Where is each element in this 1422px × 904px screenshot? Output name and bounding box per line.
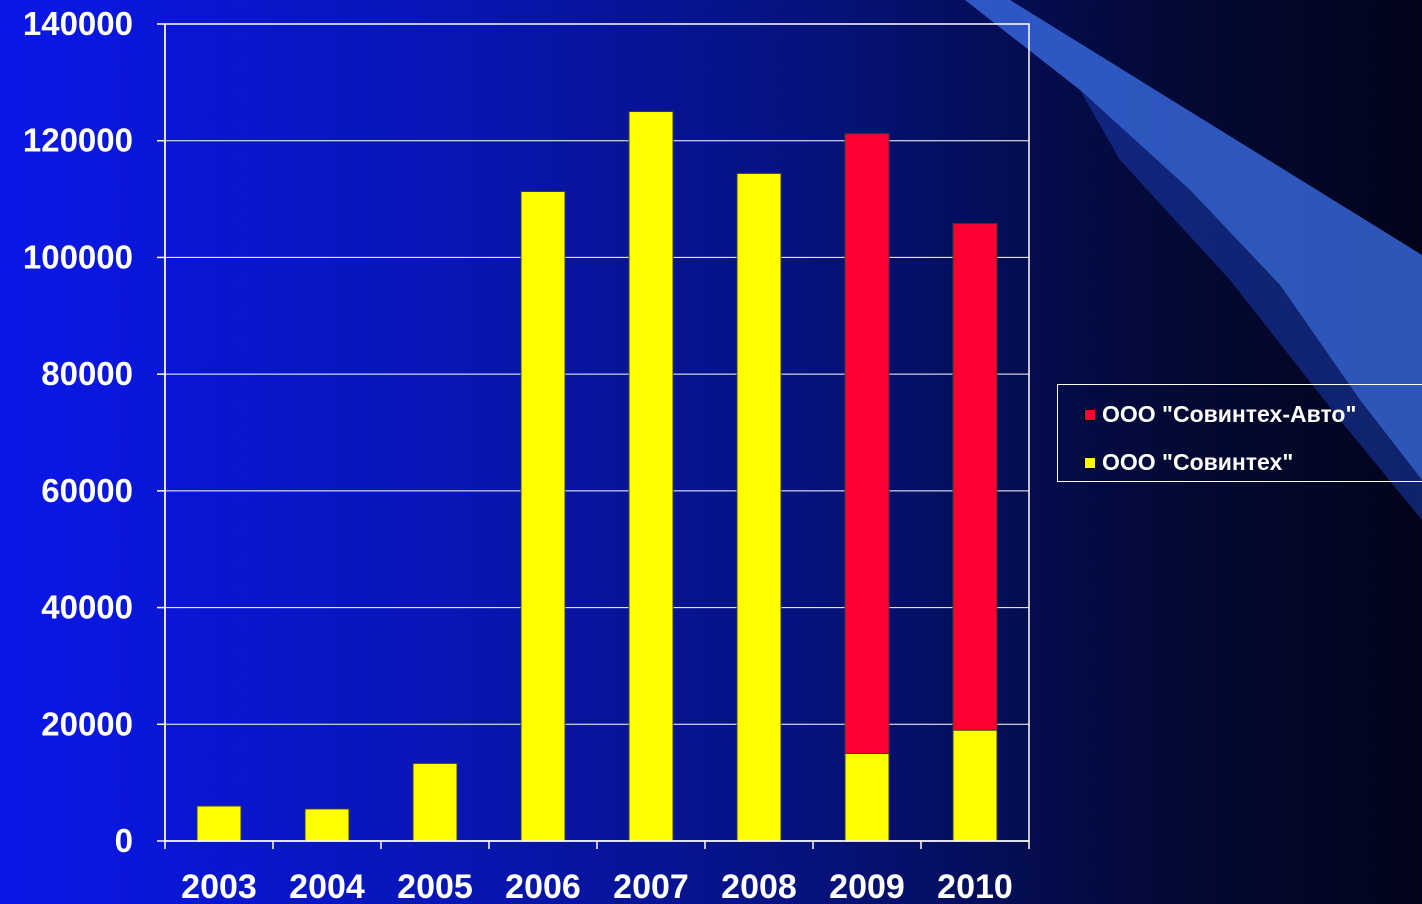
bar-2010-series-1 bbox=[952, 223, 998, 731]
bar-2005-series-0 bbox=[412, 762, 458, 842]
bar-2009-series-1 bbox=[844, 133, 890, 754]
y-tick-label-120000: 120000 bbox=[23, 122, 133, 159]
tick-labels: 0 20000 40000 60000 80000 100000 120000 140000 2… bbox=[23, 5, 1013, 904]
legend-label-sovintekh-avto: ООО "Совинтех-Авто" bbox=[1102, 401, 1357, 427]
bar-2004-series-0 bbox=[304, 808, 350, 842]
legend-swatch-sovintekh-avto bbox=[1084, 408, 1096, 421]
y-tick-label-80000: 80000 bbox=[41, 355, 133, 392]
legend-label-sovintekh: ООО "Совинтех" bbox=[1102, 449, 1294, 475]
y-tick-label-40000: 40000 bbox=[41, 589, 133, 626]
legend: ООО "Совинтех-Авто" ООО "Совинтех" bbox=[1057, 384, 1422, 482]
bar-2007-series-0 bbox=[628, 111, 674, 842]
x-tick-label-2003: 2003 bbox=[181, 868, 257, 904]
x-tick-label-2009: 2009 bbox=[829, 868, 905, 904]
y-tick-label-100000: 100000 bbox=[23, 238, 133, 275]
x-tick-label-2008: 2008 bbox=[721, 868, 797, 904]
x-tick-label-2007: 2007 bbox=[613, 868, 689, 904]
bar-2009-series-0 bbox=[844, 752, 890, 842]
x-tick-label-2010: 2010 bbox=[937, 868, 1013, 904]
bar-2010-series-0 bbox=[952, 729, 998, 842]
legend-item-sovintekh-avto: ООО "Совинтех-Авто" bbox=[1084, 401, 1356, 428]
axes bbox=[157, 23, 1030, 849]
legend-swatch-sovintekh bbox=[1084, 456, 1096, 469]
legend-item-sovintekh: ООО "Совинтех" bbox=[1084, 449, 1293, 476]
bar-2006-series-0 bbox=[520, 190, 566, 842]
plot-area bbox=[164, 23, 1030, 842]
x-tick-label-2005: 2005 bbox=[397, 868, 473, 904]
y-tick-label-140000: 140000 bbox=[23, 5, 133, 42]
x-tick-label-2006: 2006 bbox=[505, 868, 581, 904]
bar-2003-series-0 bbox=[196, 805, 242, 842]
y-tick-label-0: 0 bbox=[115, 822, 133, 859]
y-tick-label-20000: 20000 bbox=[41, 705, 133, 742]
bar-2008-series-0 bbox=[736, 172, 782, 842]
y-tick-label-60000: 60000 bbox=[41, 472, 133, 509]
bars bbox=[196, 111, 998, 842]
x-tick-label-2004: 2004 bbox=[289, 868, 365, 904]
gridlines bbox=[165, 140, 1029, 725]
